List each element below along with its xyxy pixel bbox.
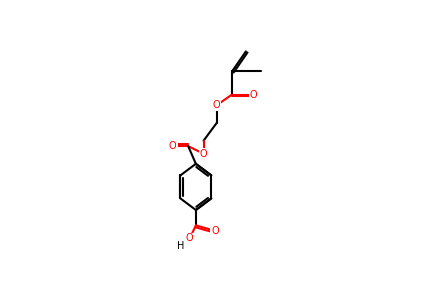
Text: O: O	[199, 149, 207, 159]
Text: O: O	[211, 226, 218, 236]
Text: O: O	[212, 100, 220, 110]
Text: O: O	[169, 141, 176, 151]
Text: H: H	[176, 241, 184, 251]
Text: O: O	[249, 90, 257, 100]
Text: O: O	[185, 234, 193, 243]
